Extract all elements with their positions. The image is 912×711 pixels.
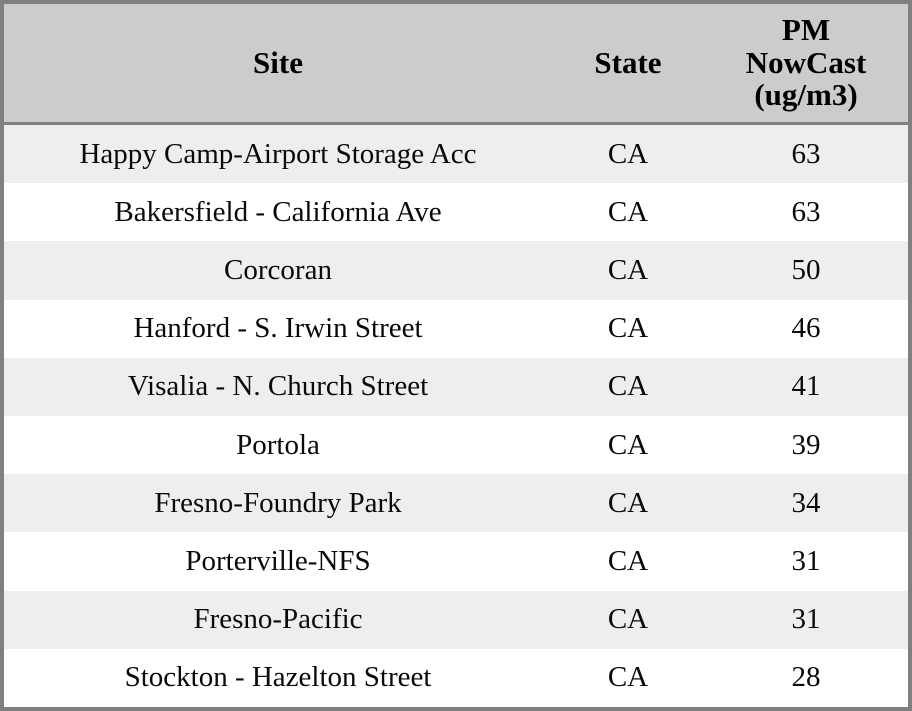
cell-site: Hanford - S. Irwin Street — [133, 312, 423, 345]
column-header-site: Site — [4, 4, 552, 125]
cell-pm-nowcast-value: 31 — [791, 603, 821, 636]
column-header-pm-nowcast-line3: (ug/m3) — [754, 77, 858, 113]
cell-site: Corcoran — [224, 253, 332, 286]
cell-state: CA — [607, 253, 649, 286]
cell-state: CA — [607, 486, 649, 519]
table-row: Hanford - S. Irwin Street CA 46 — [4, 299, 908, 358]
column-header-site-label: Site — [253, 44, 303, 80]
cell-pm-nowcast-value: 34 — [791, 486, 821, 519]
cell-site: Fresno-Foundry Park — [154, 486, 402, 519]
table-row: Happy Camp-Airport Storage Acc CA 63 — [4, 123, 908, 184]
table-row: Corcoran CA 50 — [4, 241, 908, 300]
cell-site: Porterville-NFS — [185, 544, 371, 577]
column-header-state: State — [552, 4, 704, 125]
cell-state: CA — [607, 137, 649, 170]
table-row: Fresno-Foundry Park CA 34 — [4, 474, 908, 533]
cell-pm-nowcast-value: 39 — [791, 428, 821, 461]
table-row: Porterville-NFS CA 31 — [4, 532, 908, 591]
table-row: Visalia - N. Church Street CA 41 — [4, 357, 908, 416]
cell-pm-nowcast-value: 28 — [791, 661, 821, 694]
cell-pm-nowcast-value: 63 — [791, 195, 821, 228]
cell-state: CA — [607, 312, 649, 345]
cell-site: Portola — [236, 428, 320, 461]
column-header-pm-nowcast-line2: NowCast — [745, 44, 867, 80]
table-row: Fresno-Pacific CA 31 — [4, 590, 908, 649]
table-row: Portola CA 39 — [4, 415, 908, 475]
column-header-state-label: State — [594, 44, 662, 80]
cell-pm-nowcast-value: 63 — [791, 137, 821, 170]
cell-pm-nowcast-value: 31 — [791, 544, 821, 577]
cell-state: CA — [607, 195, 649, 228]
column-header-pm-nowcast-line1: PM — [781, 12, 831, 48]
cell-site: Bakersfield - California Ave — [114, 195, 442, 228]
column-header-pm-nowcast: PM NowCast (ug/m3) — [704, 4, 908, 125]
table-body: Happy Camp-Airport Storage Acc CA 63 Bakers… — [4, 123, 908, 707]
cell-site: Happy Camp-Airport Storage Acc — [79, 137, 477, 170]
cell-state: CA — [607, 544, 649, 577]
cell-state: CA — [607, 370, 649, 403]
cell-pm-nowcast-value: 41 — [791, 370, 821, 403]
table-header-row: Site State PM NowCast (ug/m3) — [4, 4, 908, 125]
pm-nowcast-table: Site State PM NowCast (ug/m3) Happy Camp… — [4, 4, 908, 707]
cell-pm-nowcast-value: 50 — [791, 253, 821, 286]
cell-state: CA — [607, 661, 649, 694]
cell-site: Visalia - N. Church Street — [127, 370, 429, 403]
table-row: Stockton - Hazelton Street CA 28 — [4, 648, 908, 707]
cell-pm-nowcast-value: 46 — [791, 312, 821, 345]
cell-state: CA — [607, 603, 649, 636]
table-header: Site State PM NowCast (ug/m3) — [4, 4, 908, 125]
cell-site: Fresno-Pacific — [193, 603, 363, 636]
cell-state: CA — [607, 428, 649, 461]
table-row: Bakersfield - California Ave CA 63 — [4, 183, 908, 242]
cell-site: Stockton - Hazelton Street — [124, 661, 432, 694]
